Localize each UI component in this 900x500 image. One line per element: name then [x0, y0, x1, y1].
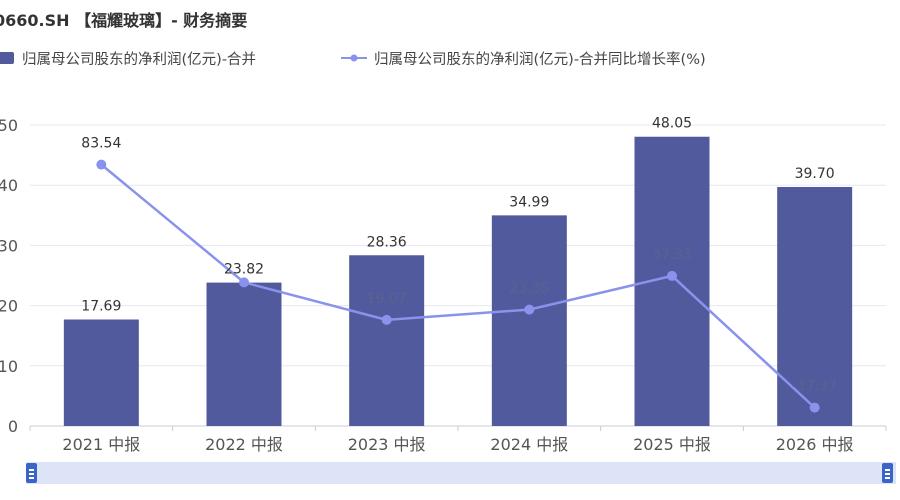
legend-bar-swatch: [0, 52, 14, 64]
legend-item-bar-series[interactable]: 归属母公司股东的净利润(亿元)-合并: [0, 48, 256, 68]
grid-lines: [29, 124, 887, 431]
x-category-label: 2026 中报: [776, 435, 854, 454]
bar-value-label: 34.99: [509, 194, 549, 210]
legend-line-label: 归属母公司股东的净利润(亿元)-合并同比增长率(%): [374, 51, 706, 68]
data-labels: 17.69 23.82 28.36 34.99 48.05 39.70 83.54 19.07…: [81, 116, 837, 395]
y-tick-label: 50: [0, 116, 18, 135]
x-category-label: 2022 中报: [205, 435, 283, 454]
y-tick-label: 20: [0, 297, 18, 316]
growth-line: [100, 163, 816, 409]
line-series: [96, 159, 820, 413]
line-value-label: 19.07: [367, 291, 407, 307]
line-point[interactable]: [809, 402, 820, 413]
x-category-label: 2021 中报: [62, 435, 140, 454]
line-point[interactable]: [524, 304, 535, 315]
x-category-label: 2025 中报: [633, 435, 711, 454]
legend-item-line-series[interactable]: 归属母公司股东的净利润(亿元)-合并同比增长率(%): [340, 48, 706, 68]
x-category-label: 2023 中报: [348, 435, 426, 454]
bar[interactable]: [349, 255, 425, 426]
line-value-label: -17.37: [792, 379, 837, 395]
legend-bar-label: 归属母公司股东的净利润(亿元)-合并: [22, 51, 257, 68]
y-tick-label: 0: [8, 417, 18, 436]
bar-value-label: 48.05: [652, 116, 692, 132]
bar[interactable]: [491, 215, 567, 426]
line-point[interactable]: [381, 314, 392, 325]
axis-labels: 50 40 30 20 10 0 2021 中报 2022 中报 2023 中报 2024 中报 2…: [0, 116, 854, 454]
bar-series: [63, 136, 853, 426]
bar-value-label: 17.69: [81, 299, 121, 315]
bar-value-label: 39.70: [795, 166, 835, 182]
legend-line-swatch: [341, 54, 367, 62]
x-category-label: 2024 中报: [490, 435, 568, 454]
line-value-label: 83.54: [81, 136, 121, 152]
bar-value-label: 28.36: [367, 234, 407, 250]
bar-value-label: 23.82: [224, 262, 264, 278]
line-point[interactable]: [667, 270, 677, 281]
line-value-label: 37.33: [652, 247, 692, 263]
zoom-handle-right[interactable]: [882, 463, 893, 483]
chart-plot-area: 17.69 23.82 28.36 34.99 48.05 39.70 83.54 19.07…: [0, 116, 887, 454]
line-point[interactable]: [239, 277, 249, 288]
y-tick-label: 30: [0, 236, 18, 255]
zoom-handle-left[interactable]: [26, 463, 37, 483]
y-tick-label: 40: [0, 176, 18, 195]
zoom-slider[interactable]: [26, 462, 896, 484]
chart-title: 0660.SH 【福耀玻璃】- 财务摘要: [0, 11, 248, 30]
bar[interactable]: [206, 282, 282, 426]
line-value-label: 23.35: [509, 281, 549, 297]
bar[interactable]: [63, 319, 139, 426]
y-tick-label: 10: [0, 357, 18, 376]
line-point[interactable]: [96, 159, 107, 170]
